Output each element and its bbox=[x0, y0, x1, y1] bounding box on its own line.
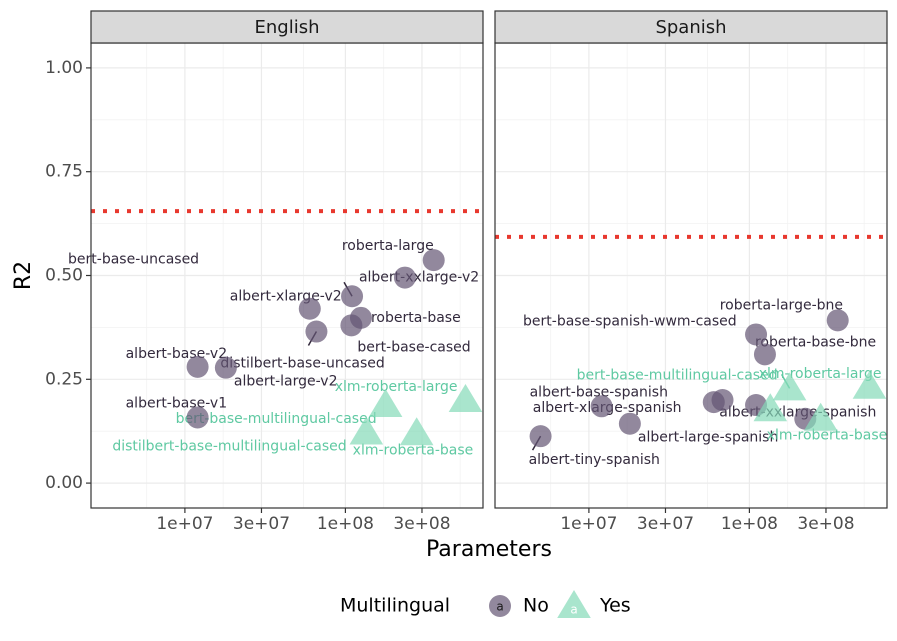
strip-background bbox=[494, 10, 888, 44]
data-points bbox=[529, 309, 887, 448]
point-label: xlm-roberta-large bbox=[759, 366, 882, 382]
x-axis-title: Parameters bbox=[426, 537, 552, 562]
point-monolingual bbox=[745, 323, 768, 346]
point-multilingual bbox=[368, 389, 403, 418]
point-label: roberta-base-bne bbox=[755, 334, 876, 350]
point-monolingual bbox=[422, 249, 445, 272]
point-monolingual bbox=[618, 412, 641, 435]
y-axis-title: R2 bbox=[11, 261, 36, 290]
point-label: roberta-large bbox=[342, 238, 434, 254]
point-label: bert-base-cased bbox=[357, 339, 470, 355]
x-tick-label: 3e+08 bbox=[393, 514, 450, 534]
x-tick-label: 1e+07 bbox=[156, 514, 213, 534]
panel-title: English bbox=[255, 17, 320, 38]
point-label: albert-base-v1 bbox=[126, 395, 228, 411]
y-tick-label: 0.50 bbox=[45, 266, 83, 286]
point-monolingual bbox=[214, 356, 237, 379]
x-tick-label: 3e+07 bbox=[233, 514, 290, 534]
point-multilingual bbox=[852, 370, 887, 399]
legend-label-yes: Yes bbox=[599, 595, 631, 617]
legend-key-glyph: a bbox=[496, 600, 503, 614]
point-multilingual bbox=[448, 384, 483, 413]
panel-title: Spanish bbox=[655, 17, 726, 38]
panels-layer: roberta-large bert-base-uncased albert-xla… bbox=[68, 10, 888, 509]
legend-key-yes bbox=[557, 590, 591, 618]
legend: Multilingual a No a Yes bbox=[340, 590, 631, 618]
panel-english: roberta-large bert-base-uncased albert-xla… bbox=[68, 10, 484, 509]
x-tick-label: 1e+08 bbox=[317, 514, 374, 534]
point-label: albert-large-v2 bbox=[234, 374, 338, 390]
point-monolingual bbox=[305, 320, 328, 343]
point-label: albert-base-spanish bbox=[530, 384, 668, 400]
point-monolingual bbox=[298, 297, 321, 320]
data-points bbox=[186, 249, 483, 446]
point-label: roberta-base bbox=[371, 310, 461, 326]
y-tick-label: 0.25 bbox=[45, 369, 83, 389]
point-monolingual bbox=[529, 425, 552, 448]
point-multilingual bbox=[753, 393, 788, 422]
point-label: albert-large-spanish bbox=[638, 430, 779, 446]
point-multilingual bbox=[399, 417, 434, 446]
legend-label-no: No bbox=[523, 595, 549, 617]
point-label: albert-tiny-spanish bbox=[529, 452, 660, 468]
axes-layer: 1e+07 3e+07 1e+08 3e+08 1e+07 3e+07 1e+08 3e+08… bbox=[11, 58, 855, 562]
point-label: distilbert-base-multilingual-cased bbox=[112, 438, 346, 454]
point-label: albert-base-v2 bbox=[126, 346, 228, 362]
x-tick-label: 3e+07 bbox=[637, 514, 694, 534]
point-label: xlm-roberta-base bbox=[353, 442, 474, 458]
point-monolingual bbox=[186, 355, 209, 378]
point-label: distilbert-base-uncased bbox=[220, 356, 384, 372]
x-tick-label: 1e+08 bbox=[721, 514, 778, 534]
legend-title: Multilingual bbox=[340, 595, 450, 617]
point-multilingual bbox=[772, 372, 807, 401]
point-label: xlm-roberta-base bbox=[767, 428, 888, 444]
point-label: xlm-roberta-large bbox=[335, 379, 458, 395]
strip-background bbox=[90, 10, 484, 44]
point-label: albert-xxlarge-v2 bbox=[359, 270, 479, 286]
legend-key-glyph: a bbox=[570, 603, 577, 617]
point-label: bert-base-multilingual-cased bbox=[577, 367, 778, 383]
point-multilingual bbox=[349, 416, 384, 445]
panel-spanish: roberta-large-bnebert-base-spanish-wwm-c… bbox=[494, 10, 888, 509]
x-tick-label: 3e+08 bbox=[797, 514, 854, 534]
point-label: bert-base-uncased bbox=[68, 251, 199, 267]
point-monolingual bbox=[753, 343, 776, 366]
x-tick-label: 1e+07 bbox=[560, 514, 617, 534]
point-label: roberta-large-bne bbox=[720, 297, 843, 313]
y-tick-label: 0.75 bbox=[45, 162, 83, 182]
point-label: bert-base-spanish-wwm-cased bbox=[523, 313, 737, 329]
legend-key-no bbox=[489, 595, 511, 617]
point-monolingual bbox=[826, 309, 849, 332]
point-monolingual bbox=[341, 285, 364, 308]
point-monolingual bbox=[186, 406, 209, 429]
point-multilingual bbox=[803, 402, 838, 431]
point-labels: roberta-large bert-base-uncased albert-xla… bbox=[68, 238, 479, 458]
point-monolingual bbox=[393, 266, 416, 289]
point-monolingual bbox=[340, 314, 363, 337]
point-label: bert-base-multilingual-cased bbox=[176, 411, 377, 427]
y-tick-label: 0.00 bbox=[45, 473, 83, 493]
point-monolingual bbox=[711, 389, 734, 412]
point-label: albert-xlarge-v2 bbox=[230, 289, 342, 305]
point-monolingual bbox=[590, 395, 613, 418]
y-tick-label: 1.00 bbox=[45, 58, 83, 78]
